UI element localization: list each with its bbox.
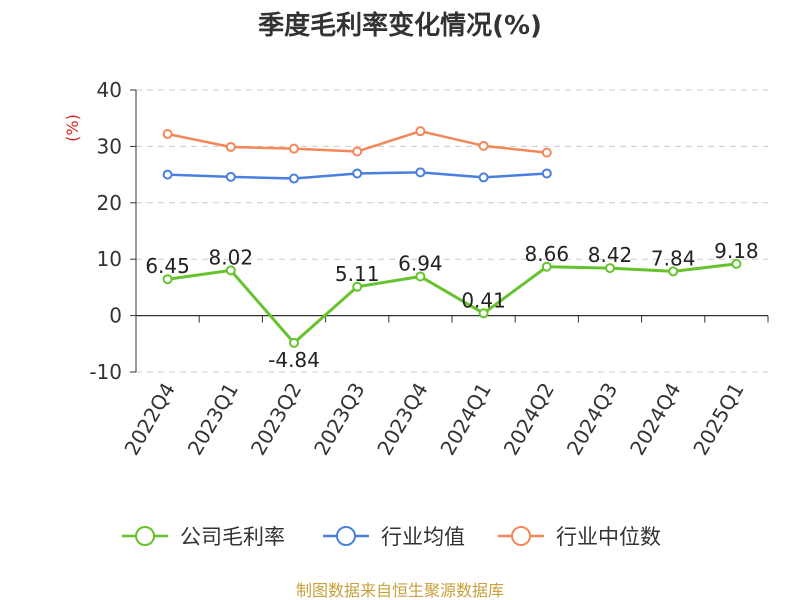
data-point: [478, 308, 489, 319]
data-label: 8.66: [525, 242, 570, 266]
data-point: [289, 143, 299, 154]
data-point: [541, 168, 552, 179]
data-label: 6.94: [398, 251, 443, 275]
data-point: [162, 128, 173, 139]
y-tick-label: 0: [109, 304, 122, 328]
data-point: [225, 265, 236, 276]
data-point: [731, 258, 742, 269]
x-tick-label: 2024Q1: [435, 378, 495, 459]
y-tick-label: -10: [89, 360, 122, 384]
x-tick-label: 2024Q3: [562, 379, 622, 460]
y-tick-label: 30: [97, 134, 122, 158]
x-tick-label: 2024Q2: [499, 379, 559, 460]
data-point: [415, 126, 426, 137]
y-axis-label: (%): [63, 114, 82, 142]
legend-label: 行业中位数: [556, 525, 661, 549]
data-point: [162, 274, 173, 285]
legend: 公司毛利率 行业均值 行业中位数: [122, 525, 661, 549]
data-label: 7.84: [651, 246, 696, 270]
legend-label: 行业均值: [381, 525, 465, 549]
x-tick-label: 2022Q4: [119, 379, 179, 460]
data-label: 5.11: [335, 262, 380, 286]
source-note: 制图数据来自恒生聚源数据库: [296, 581, 504, 600]
x-tick-label: 2024Q4: [625, 379, 685, 460]
data-label: 6.45: [145, 254, 190, 278]
x-tick-label: 2023Q4: [372, 379, 432, 460]
series-group: [162, 126, 742, 348]
data-point: [478, 140, 489, 151]
data-point: [225, 171, 236, 182]
data-point: [289, 337, 299, 348]
chart-title: 季度毛利率变化情况(%): [258, 10, 542, 41]
data-point: [541, 261, 552, 272]
data-point: [415, 167, 426, 178]
x-tick-label: 2023Q1: [183, 379, 243, 460]
data-point: [668, 266, 679, 277]
legend-marker: [336, 526, 356, 546]
data-label: 8.42: [588, 243, 633, 267]
data-point: [605, 263, 615, 274]
data-label: -4.84: [268, 348, 320, 372]
series-line: [167, 262, 737, 345]
y-tick-label: 10: [97, 247, 122, 271]
y-tick-label: 40: [97, 78, 122, 102]
x-tick-label: 2025Q1: [688, 379, 748, 460]
grid-lines: [136, 89, 768, 373]
legend-marker: [135, 526, 155, 546]
data-label: 0.41: [461, 288, 506, 312]
data-point: [352, 146, 363, 157]
x-tick-label: 2023Q2: [246, 379, 306, 460]
data-point: [225, 141, 236, 152]
data-point: [289, 173, 299, 184]
y-tick-label: 20: [97, 191, 122, 215]
data-label: 9.18: [714, 239, 759, 263]
data-point: [478, 172, 489, 183]
data-point: [352, 281, 363, 292]
legend-label: 公司毛利率: [180, 525, 285, 549]
data-point: [541, 147, 552, 158]
data-labels: 6.45 8.02 -4.84 5.11 6.94 0.41 8.66 8.42 7.84 9.1…: [145, 239, 758, 372]
data-label: 8.02: [209, 245, 254, 269]
data-point: [162, 169, 173, 180]
x-tick-label: 2023Q3: [309, 379, 369, 460]
data-point: [352, 168, 363, 179]
legend-marker: [511, 526, 531, 546]
data-point: [415, 271, 426, 282]
